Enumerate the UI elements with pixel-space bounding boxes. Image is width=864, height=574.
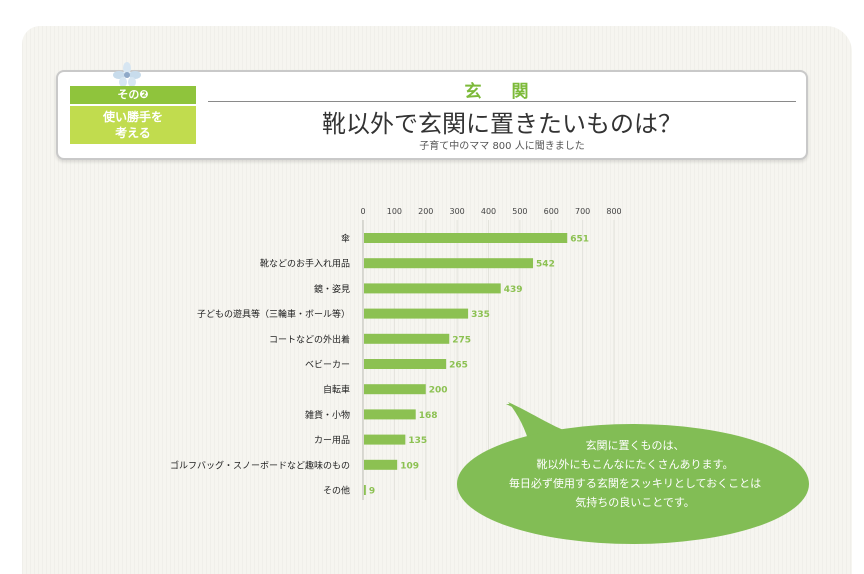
bar <box>364 485 366 495</box>
category-label: 鏡・姿見 <box>314 283 350 295</box>
x-tick-label: 600 <box>544 207 559 216</box>
data-label: 275 <box>452 335 471 345</box>
data-label: 542 <box>536 260 555 270</box>
category-label: その他 <box>323 485 350 497</box>
bar <box>364 333 450 344</box>
bubble-line-2: 靴以外にもこんなにたくさんあります。 <box>536 458 734 471</box>
header-divider <box>208 101 796 102</box>
bar <box>364 384 426 395</box>
x-tick-label: 0 <box>360 207 365 216</box>
data-label: 265 <box>449 361 468 371</box>
data-label: 439 <box>504 285 523 295</box>
category-label: ベビーカー <box>305 360 350 371</box>
data-label: 109 <box>400 461 419 471</box>
section-number-tag: その❷ <box>70 86 196 104</box>
bubble-line-3: 毎日必ず使用する玄関をスッキリとしておくことは <box>508 477 762 490</box>
x-tick-label: 400 <box>481 207 496 216</box>
bar <box>364 258 534 269</box>
x-tick-label: 500 <box>512 207 527 216</box>
bubble-message: 玄関に置くものは、 靴以外にもこんなにたくさんあります。 毎日必ず使用する玄関を… <box>460 436 810 512</box>
page-title: 靴以外で玄関に置きたいものは？ <box>322 110 682 138</box>
bar <box>364 459 398 470</box>
x-tick-label: 200 <box>418 207 433 216</box>
category-label: 玄 関 <box>464 82 541 102</box>
bar <box>364 409 416 420</box>
bubble-line-4: 気持ちの良いことです。 <box>575 496 695 509</box>
category-label: 子どもの遊具等（三輪車・ボール等） <box>197 308 350 320</box>
section-theme-tag: 使い勝手を 考える <box>70 106 196 144</box>
category-label: 靴などのお手入れ用品 <box>260 258 350 270</box>
data-label: 9 <box>369 487 375 497</box>
data-label: 168 <box>419 411 438 421</box>
x-tick-label: 300 <box>449 207 464 216</box>
category-label: ゴルフバッグ・スノーボードなど趣味のもの <box>170 459 350 471</box>
bar <box>364 359 447 369</box>
survey-subtitle: 子育て中のママ 800 人に聞きました <box>419 141 585 152</box>
x-tick-label: 700 <box>575 207 590 216</box>
bar <box>364 233 568 243</box>
data-label: 135 <box>408 436 427 446</box>
flower-icon <box>113 62 141 87</box>
bar <box>364 434 406 445</box>
x-tick-label: 800 <box>606 207 621 216</box>
category-label: コートなどの外出着 <box>269 333 350 345</box>
category-label: 傘 <box>341 233 350 245</box>
section-theme-line2: 考える <box>115 126 151 140</box>
category-label: カー用品 <box>314 435 350 446</box>
data-label: 200 <box>429 386 448 396</box>
data-label: 651 <box>570 235 589 245</box>
section-theme-line1: 使い勝手を <box>102 110 163 124</box>
bubble-line-1: 玄関に置くものは、 <box>585 439 685 452</box>
category-label: 自転車 <box>323 384 350 396</box>
data-label: 335 <box>471 310 490 320</box>
bar <box>364 283 501 294</box>
bar <box>364 308 469 319</box>
x-tick-label: 100 <box>387 207 402 216</box>
category-label: 雑貨・小物 <box>305 409 350 421</box>
